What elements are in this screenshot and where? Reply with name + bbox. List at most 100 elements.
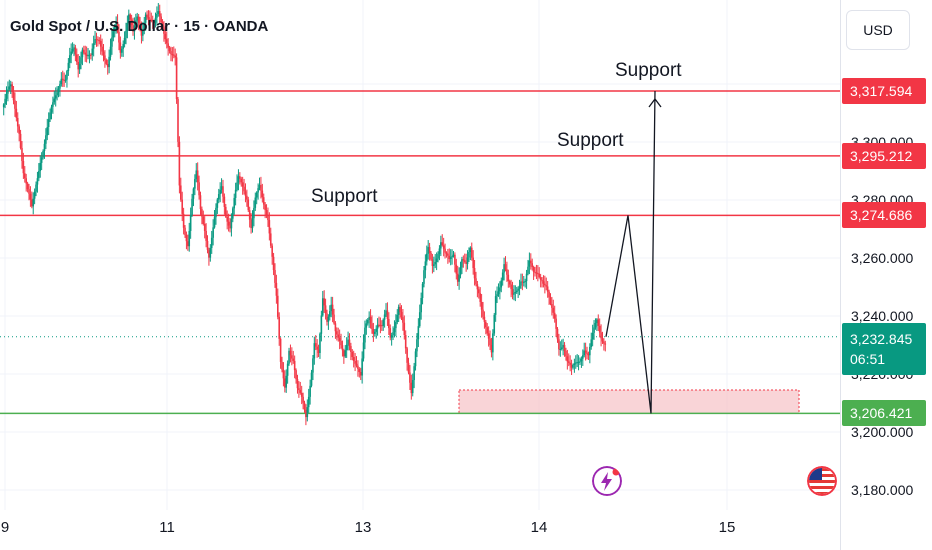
candle xyxy=(94,39,96,44)
candle xyxy=(50,106,53,113)
currency-button[interactable]: USD xyxy=(846,10,910,50)
candle xyxy=(254,197,257,208)
candle xyxy=(102,51,105,56)
candle xyxy=(201,209,203,217)
candle xyxy=(504,264,507,270)
candle xyxy=(562,344,564,348)
candle xyxy=(378,324,380,326)
candle xyxy=(174,55,176,58)
candle xyxy=(537,273,539,275)
candle xyxy=(60,78,63,85)
candle xyxy=(163,27,165,34)
price-chart[interactable] xyxy=(0,0,840,550)
candle xyxy=(358,368,361,373)
candle xyxy=(468,252,470,258)
candle xyxy=(54,95,57,99)
candle xyxy=(192,188,195,199)
candle xyxy=(442,245,445,249)
candle xyxy=(223,196,226,207)
candle xyxy=(11,84,13,92)
candle xyxy=(593,327,595,333)
candle xyxy=(323,298,325,306)
candle xyxy=(87,55,89,57)
candle xyxy=(90,54,92,56)
candle xyxy=(63,79,65,81)
candle xyxy=(441,242,444,246)
candle xyxy=(466,257,469,264)
candle xyxy=(189,215,192,231)
candle xyxy=(68,55,71,63)
candle xyxy=(171,54,174,56)
candle xyxy=(576,362,578,364)
candle xyxy=(354,360,356,364)
candle xyxy=(409,372,411,383)
candle xyxy=(271,245,273,257)
candle xyxy=(202,216,205,224)
candle xyxy=(445,252,448,254)
candle xyxy=(19,133,22,148)
candle xyxy=(237,176,240,183)
candle xyxy=(7,89,9,94)
candle xyxy=(258,184,261,189)
candle xyxy=(601,338,604,342)
candle xyxy=(357,365,359,369)
candle xyxy=(52,102,54,107)
support-annotation: Support xyxy=(311,186,378,207)
candle xyxy=(136,16,139,21)
candle xyxy=(47,119,50,128)
candle xyxy=(123,37,126,44)
candle xyxy=(246,195,248,200)
candle xyxy=(538,273,541,278)
us-flag-icon[interactable] xyxy=(807,466,837,496)
candle xyxy=(506,269,508,275)
candle xyxy=(195,170,198,180)
projection-path xyxy=(605,90,656,414)
candle xyxy=(203,223,206,231)
lightning-icon[interactable] xyxy=(592,466,622,496)
candle xyxy=(180,185,182,200)
candle xyxy=(544,283,546,286)
candle xyxy=(338,337,341,342)
candle xyxy=(78,63,81,70)
candle xyxy=(170,51,172,55)
candle xyxy=(417,326,420,340)
candle xyxy=(313,343,316,359)
candle xyxy=(4,98,6,105)
candle xyxy=(597,319,600,326)
candle xyxy=(85,54,88,56)
candle xyxy=(420,297,422,313)
candle xyxy=(164,33,167,40)
candle xyxy=(486,327,489,334)
candle xyxy=(309,385,311,397)
candle xyxy=(267,215,269,221)
candle xyxy=(177,99,179,142)
candle xyxy=(118,32,120,43)
candle xyxy=(376,324,379,329)
candle xyxy=(321,298,324,316)
candle xyxy=(143,22,146,30)
candle xyxy=(528,260,531,267)
candle xyxy=(257,188,259,193)
candle xyxy=(213,217,216,228)
candle xyxy=(217,194,220,200)
candle xyxy=(375,328,377,332)
candle xyxy=(496,294,498,297)
candle xyxy=(473,268,476,279)
candle xyxy=(21,147,23,161)
candle xyxy=(29,193,32,200)
candle xyxy=(243,186,245,192)
candle xyxy=(206,240,209,250)
candle xyxy=(161,22,164,28)
candle xyxy=(334,323,337,332)
candle xyxy=(577,361,580,363)
candle xyxy=(399,306,401,312)
candle xyxy=(590,339,593,347)
candle xyxy=(373,331,376,334)
candle xyxy=(586,352,588,355)
candle xyxy=(482,309,484,317)
candle xyxy=(244,191,247,196)
candle xyxy=(130,19,133,26)
demand-zone xyxy=(458,389,800,414)
candle xyxy=(396,314,399,323)
